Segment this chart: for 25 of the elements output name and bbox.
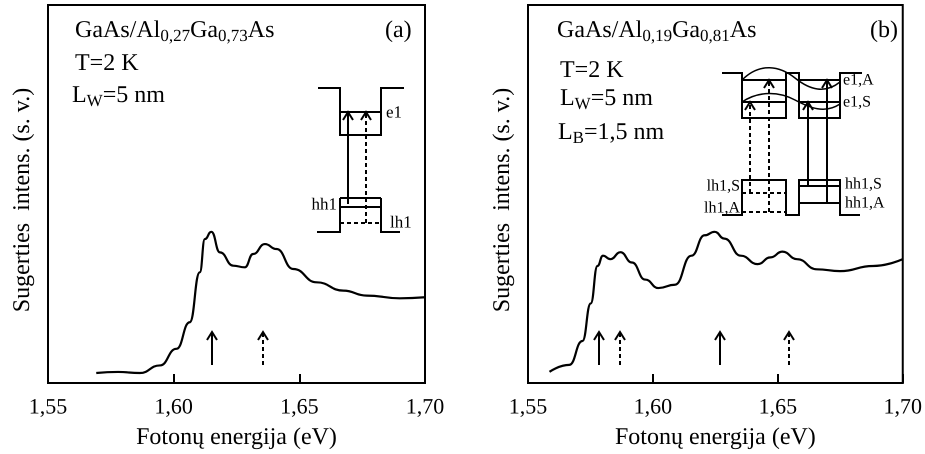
x-tick-label: 1,70 xyxy=(884,394,922,418)
text: hh1 xyxy=(312,194,337,214)
text: (a) xyxy=(385,17,412,43)
text: e1,S xyxy=(843,94,871,110)
text: hh1,S xyxy=(845,176,882,192)
x-tick-label: 1,55 xyxy=(508,394,548,418)
text: T=2 K xyxy=(75,50,140,76)
x-tick-label: 1,65 xyxy=(758,394,798,418)
text: hh1,A xyxy=(845,194,885,212)
text: T=2 K xyxy=(560,57,624,83)
text: lh1 xyxy=(390,212,412,232)
text: e1,A xyxy=(843,72,874,88)
y-axis-title: Sugerties intens. (s. v.) xyxy=(489,88,515,312)
x-tick-label: 1,60 xyxy=(634,394,672,418)
x-axis-title: Fotonų energija (eV) xyxy=(614,424,816,450)
x-tick-label: 1,55 xyxy=(28,394,68,418)
x-tick-label: 1,65 xyxy=(280,394,319,418)
y-axis-title: Sugerties intens. (s. v.) xyxy=(9,88,35,312)
text: lh1,S xyxy=(706,178,740,194)
text: (b) xyxy=(870,17,898,43)
x-axis-title: Fotonų energija (eV) xyxy=(136,424,337,450)
text: e1 xyxy=(386,102,402,122)
text: lh1,A xyxy=(704,200,740,216)
x-tick-label: 1,60 xyxy=(154,394,193,418)
x-tick-label: 1,70 xyxy=(406,394,444,418)
